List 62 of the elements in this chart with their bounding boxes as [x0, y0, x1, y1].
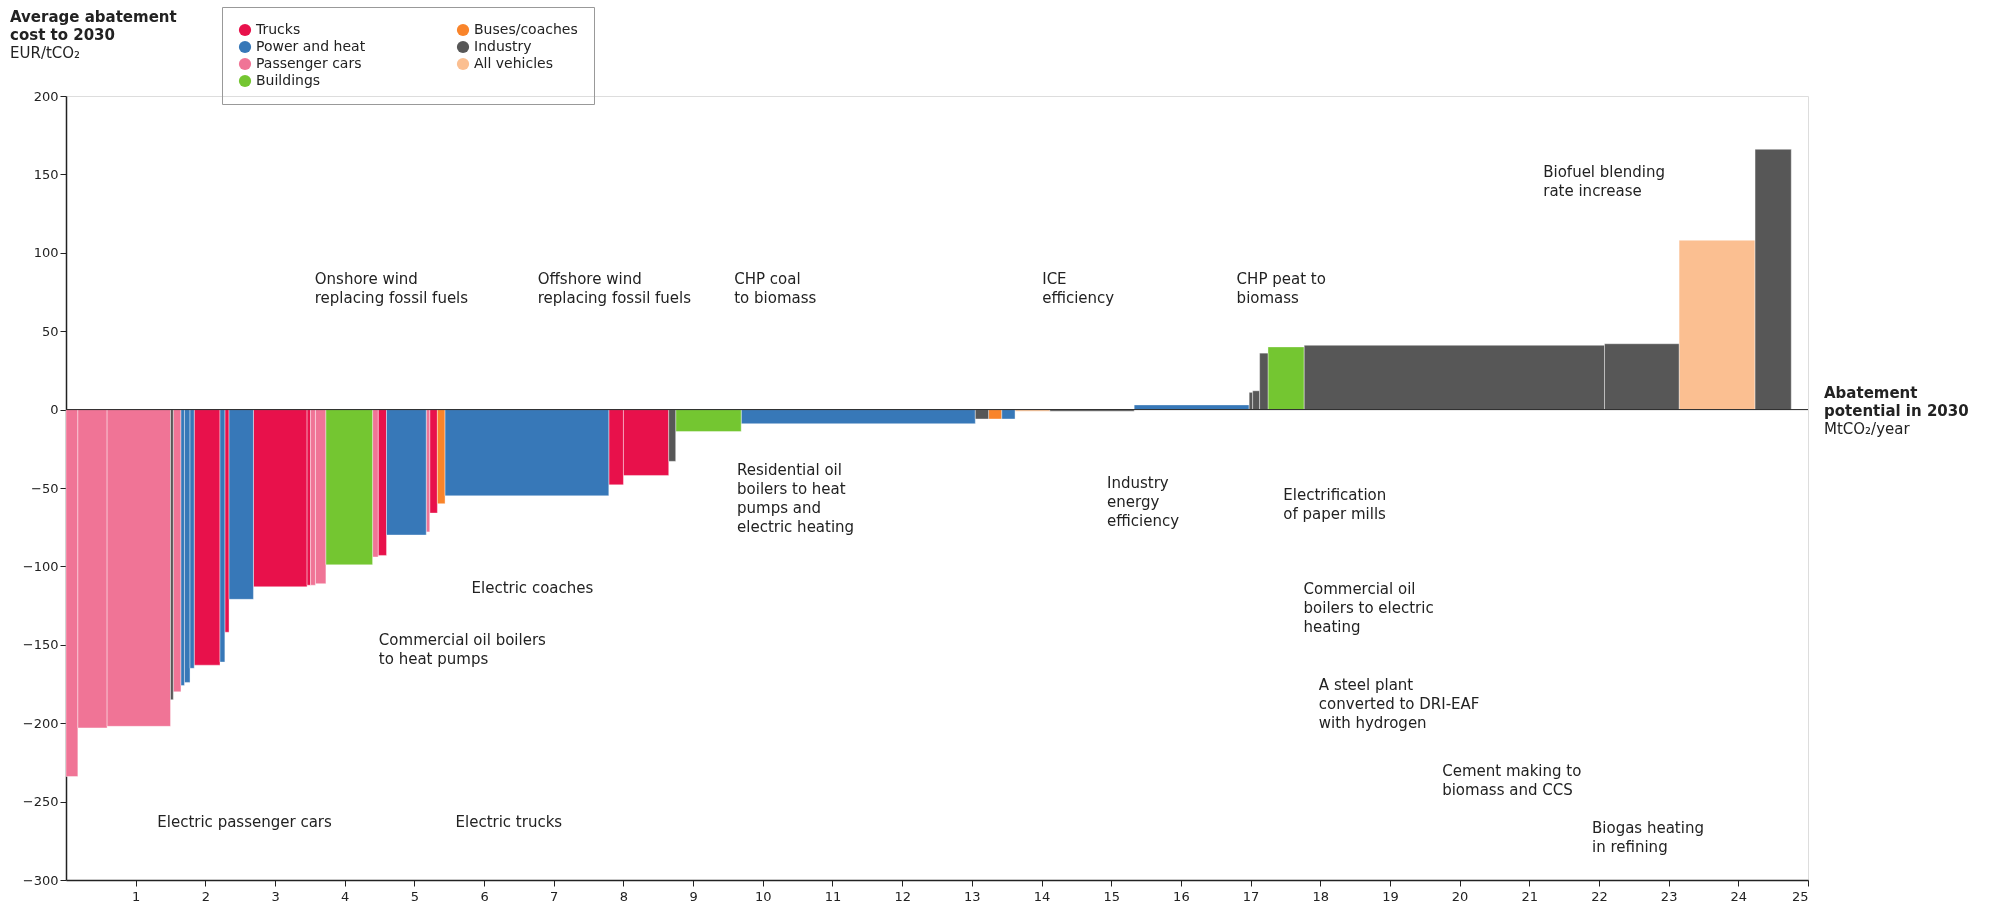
- annotation: Electric trucks: [455, 812, 563, 831]
- annotation: Electric passenger cars: [157, 812, 332, 831]
- x-tick-label: 15: [1103, 888, 1120, 904]
- x-tick-label: 6: [480, 888, 489, 904]
- annotation: A steel plant converted to DRI-EAF with hydrogen: [1318, 676, 1480, 733]
- legend-label: Buildings: [256, 72, 321, 88]
- x-tick-label: 1: [132, 888, 141, 904]
- legend-label: Trucks: [255, 21, 301, 37]
- annotation: Cement making to biomass and CCS: [1442, 762, 1582, 800]
- y-tick-label: −250: [22, 794, 59, 810]
- annotation: CHP peat to biomass: [1236, 270, 1326, 308]
- y-tick-label: −150: [22, 637, 59, 653]
- y-tick-label: −300: [22, 872, 59, 888]
- x-tick-label: 5: [410, 888, 420, 904]
- y-tick-label: 150: [33, 166, 59, 182]
- legend-label: Power and heat: [256, 38, 366, 54]
- x-axis-title: Abatement potential in 2030 MtCO₂/year: [1824, 383, 1969, 438]
- x-tick-label: 17: [1242, 888, 1260, 904]
- annotation: Biofuel blending rate increase: [1543, 163, 1665, 201]
- annotation: Industry energy efficiency: [1107, 473, 1180, 530]
- x-tick-label: 7: [550, 888, 559, 904]
- annotation: Commercial oil boilers to heat pumps: [378, 630, 547, 668]
- x-tick-label: 22: [1591, 888, 1608, 904]
- legend-label: Industry: [474, 38, 532, 54]
- legend-label: All vehicles: [474, 55, 553, 71]
- x-tick-label: 18: [1312, 888, 1330, 904]
- x-tick-label: 9: [689, 888, 698, 904]
- annotation: Electric coaches: [471, 578, 594, 597]
- annotation: ICE efficiency: [1042, 270, 1115, 308]
- x-tick-label: 20: [1451, 888, 1469, 904]
- x-tick-label: 11: [824, 888, 842, 904]
- annotation: Offshore wind replacing fossil fuels: [537, 270, 692, 308]
- x-tick-label: 3: [271, 888, 280, 904]
- x-tick-label: 2: [201, 888, 210, 904]
- x-tick-label: 4: [341, 888, 350, 904]
- y-tick-label: −100: [22, 558, 59, 574]
- x-tick-label: 24: [1730, 888, 1748, 904]
- x-tick-label: 25: [1791, 888, 1809, 904]
- y-tick-label: −200: [22, 715, 59, 731]
- annotation: Biogas heating in refining: [1591, 818, 1704, 856]
- annotation: Residential oil boilers to heat pumps and electric heating: [737, 461, 855, 537]
- annotation: Electrification of paper mills: [1283, 486, 1387, 524]
- x-tick-label: 13: [964, 888, 981, 904]
- x-tick-label: 12: [894, 888, 911, 904]
- annotation: Commercial oil boilers to electric heating: [1303, 580, 1434, 637]
- legend-label: Passenger cars: [256, 55, 362, 71]
- x-tick-label: 21: [1521, 888, 1539, 904]
- x-tick-label: 10: [755, 888, 772, 904]
- x-tick-label: 19: [1382, 888, 1399, 904]
- y-tick-label: 100: [33, 245, 59, 261]
- y-tick-label: 50: [41, 323, 59, 339]
- annotation: CHP coal to biomass: [734, 270, 817, 308]
- y-tick-label: 200: [33, 88, 59, 104]
- y-tick-label: −50: [31, 480, 59, 496]
- x-tick-label: 8: [619, 888, 629, 904]
- annotation: Onshore wind replacing fossil fuels: [314, 270, 469, 308]
- y-tick-label: 0: [50, 402, 59, 418]
- x-tick-label: 23: [1660, 888, 1678, 904]
- y-axis-title: Average abatement cost to 2030 EUR/tCO₂: [10, 8, 177, 62]
- x-tick-label: 14: [1033, 888, 1051, 904]
- x-tick-label: 16: [1173, 888, 1190, 904]
- legend-label: Buses/coaches: [474, 21, 578, 37]
